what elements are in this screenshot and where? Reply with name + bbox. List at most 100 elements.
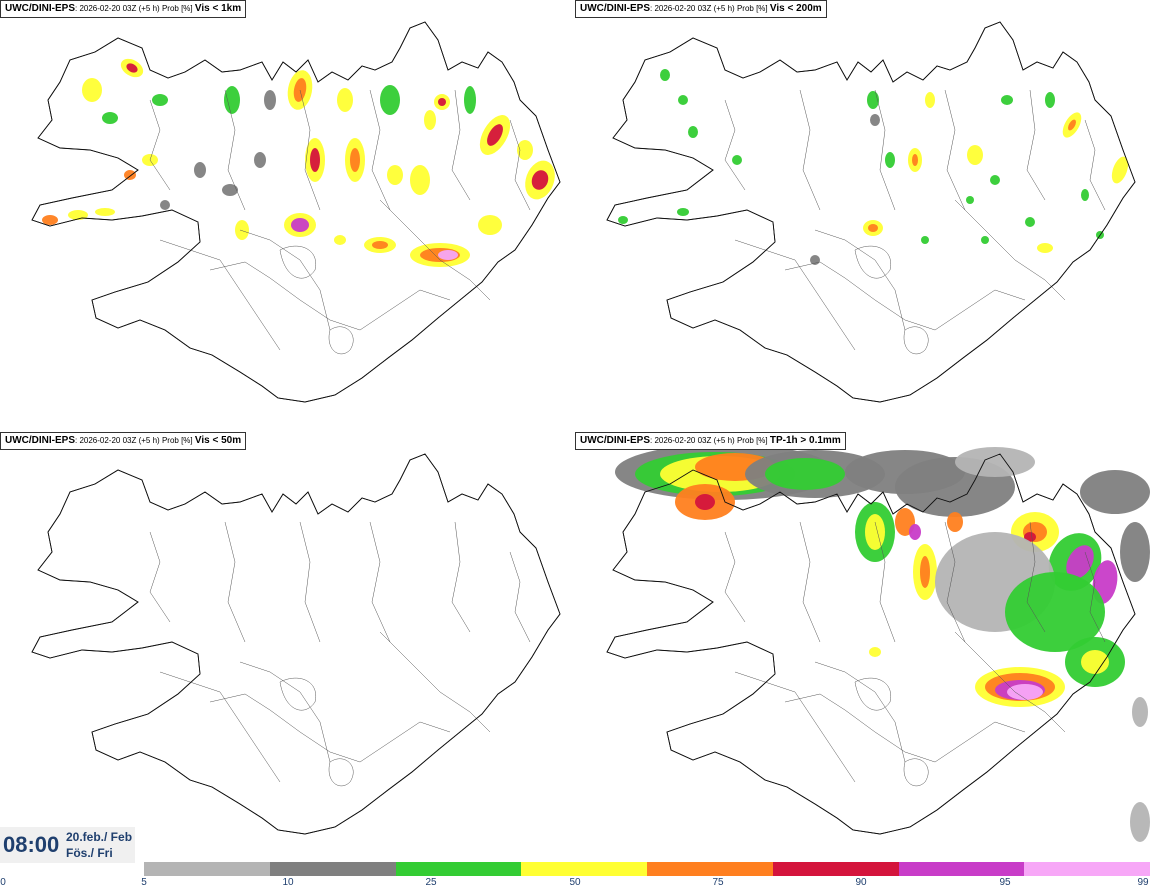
terrain-contour	[799, 89, 821, 211]
probability-area	[1007, 684, 1043, 700]
probability-area	[410, 165, 430, 195]
probability-area	[1080, 470, 1150, 514]
probability-area	[310, 148, 320, 172]
terrain-contour	[239, 661, 331, 763]
probability-area	[955, 447, 1035, 477]
terrain-contour	[209, 693, 451, 763]
probability-area	[95, 208, 115, 216]
terrain-contour	[451, 89, 471, 201]
terrain-contour	[224, 521, 246, 643]
probability-area	[68, 210, 88, 220]
probability-area	[1068, 119, 1076, 131]
colorbar-segment	[269, 862, 396, 876]
terrain-contour	[1084, 119, 1106, 211]
valid-time: 08:00	[3, 832, 60, 857]
terrain-contour	[159, 239, 281, 351]
panel-title: UWC/DINI-EPS: 2026-02-20 03Z (+5 h) Prob…	[0, 432, 247, 450]
panel-title: UWC/DINI-EPS: 2026-02-20 03Z (+5 h) Prob…	[575, 0, 827, 18]
probability-area	[42, 215, 58, 225]
terrain-contour	[451, 521, 471, 633]
colorbar-tick-label: 5	[141, 877, 147, 888]
colorbar-tick-label: 90	[855, 877, 867, 888]
probability-area	[688, 126, 698, 138]
terrain-contour	[369, 89, 391, 211]
colorbar-segment	[647, 862, 773, 876]
colorbar-segment	[144, 862, 270, 876]
probability-area	[947, 512, 963, 532]
probability-area	[677, 208, 689, 216]
probability-area	[194, 162, 206, 178]
probability-area	[372, 241, 388, 249]
probability-area	[1081, 189, 1089, 201]
colorbar-segment	[395, 862, 522, 876]
terrain-contour	[509, 551, 531, 643]
terrain-contour	[149, 99, 171, 191]
probability-area	[867, 91, 879, 109]
probability-area	[487, 124, 503, 146]
terrain-contour	[814, 661, 906, 763]
terrain-contour	[724, 531, 746, 623]
probability-area	[678, 95, 688, 105]
map-vis-50m	[31, 453, 561, 835]
map-vis-1km	[31, 21, 561, 403]
probability-area	[1120, 522, 1150, 582]
probability-area	[350, 148, 360, 172]
coastline-overlay	[31, 21, 561, 403]
terrain-contour	[874, 89, 896, 211]
iceland-coastline	[31, 453, 561, 835]
terrain-contour	[734, 239, 856, 351]
map-vis-200m	[606, 21, 1136, 403]
probability-area	[464, 86, 476, 114]
map-panel-vis-200m: UWC/DINI-EPS: 2026-02-20 03Z (+5 h) Prob…	[575, 0, 1150, 430]
probability-area	[618, 216, 628, 224]
map-panel-precip: UWC/DINI-EPS: 2026-02-20 03Z (+5 h) Prob…	[575, 432, 1150, 862]
probability-area	[124, 170, 136, 180]
terrain-contour	[299, 89, 321, 211]
probability-area	[1066, 545, 1094, 579]
probability-area	[1025, 217, 1035, 227]
probability-area	[868, 224, 878, 232]
terrain-contour	[724, 99, 746, 191]
probability-area	[126, 63, 138, 73]
terrain-contour	[299, 521, 321, 643]
probability-area	[695, 494, 715, 510]
map-panel-vis-1km: UWC/DINI-EPS: 2026-02-20 03Z (+5 h) Prob…	[0, 0, 575, 430]
probability-area	[869, 647, 881, 657]
probability-area	[885, 152, 895, 168]
coastline-overlay	[606, 21, 1136, 403]
valid-date: 20.feb./ Feb	[66, 830, 133, 844]
terrain-contour	[209, 261, 451, 331]
probability-area	[1111, 156, 1129, 184]
probability-area	[387, 165, 403, 185]
probability-area	[909, 524, 921, 540]
probability-area	[920, 556, 930, 588]
map-precip	[606, 444, 1150, 842]
terrain-contour	[1084, 551, 1106, 643]
probability-area	[865, 514, 885, 550]
probability-area	[981, 236, 989, 244]
probability-area	[102, 112, 118, 124]
panel-title: UWC/DINI-EPS: 2026-02-20 03Z (+5 h) Prob…	[0, 0, 247, 18]
terrain-contour	[509, 119, 531, 211]
probability-area	[222, 184, 238, 196]
map-panel-vis-50m: UWC/DINI-EPS: 2026-02-20 03Z (+5 h) Prob…	[0, 432, 575, 862]
probability-area	[765, 458, 845, 490]
coastline-overlay	[31, 453, 561, 835]
terrain-contour	[874, 521, 896, 643]
colorbar-tick-label: 95	[999, 877, 1011, 888]
terrain-contour	[799, 521, 821, 643]
colorbar-segment	[521, 862, 647, 876]
colorbar-tick-label: 75	[712, 877, 724, 888]
colorbar-tick-label: 10	[282, 877, 294, 888]
probability-area	[912, 154, 918, 166]
terrain-contour	[1026, 89, 1046, 201]
terrain-contour	[1026, 521, 1046, 633]
probability-area	[152, 94, 168, 106]
colorbar-tick-label: 50	[569, 877, 581, 888]
probability-area	[264, 90, 276, 110]
probability-area	[967, 145, 983, 165]
probability-area	[1024, 532, 1036, 542]
probability-area	[334, 235, 346, 245]
terrain-contour	[814, 229, 906, 331]
valid-time-box: 08:00 20.feb./ Feb Fös./ Fri	[0, 827, 135, 863]
